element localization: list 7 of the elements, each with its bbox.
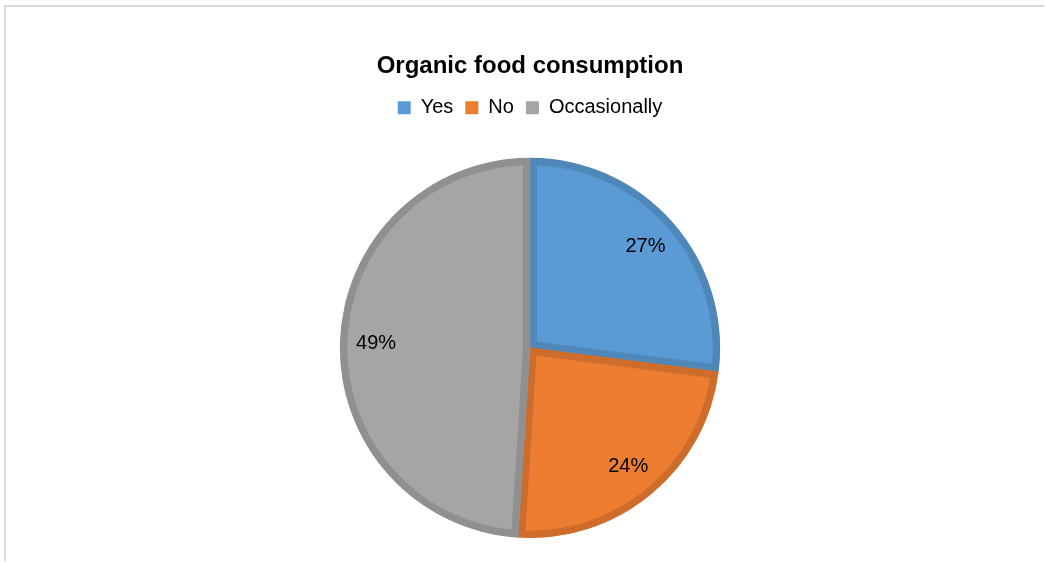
legend-label: Yes [420, 95, 454, 118]
legend-label: Occasionally [548, 95, 663, 118]
chart-title: Organic food consumption [376, 51, 684, 79]
data-label: 24% [608, 454, 649, 477]
legend-label: No [488, 95, 514, 118]
data-label: 49% [356, 330, 397, 353]
data-label: 27% [625, 233, 666, 256]
